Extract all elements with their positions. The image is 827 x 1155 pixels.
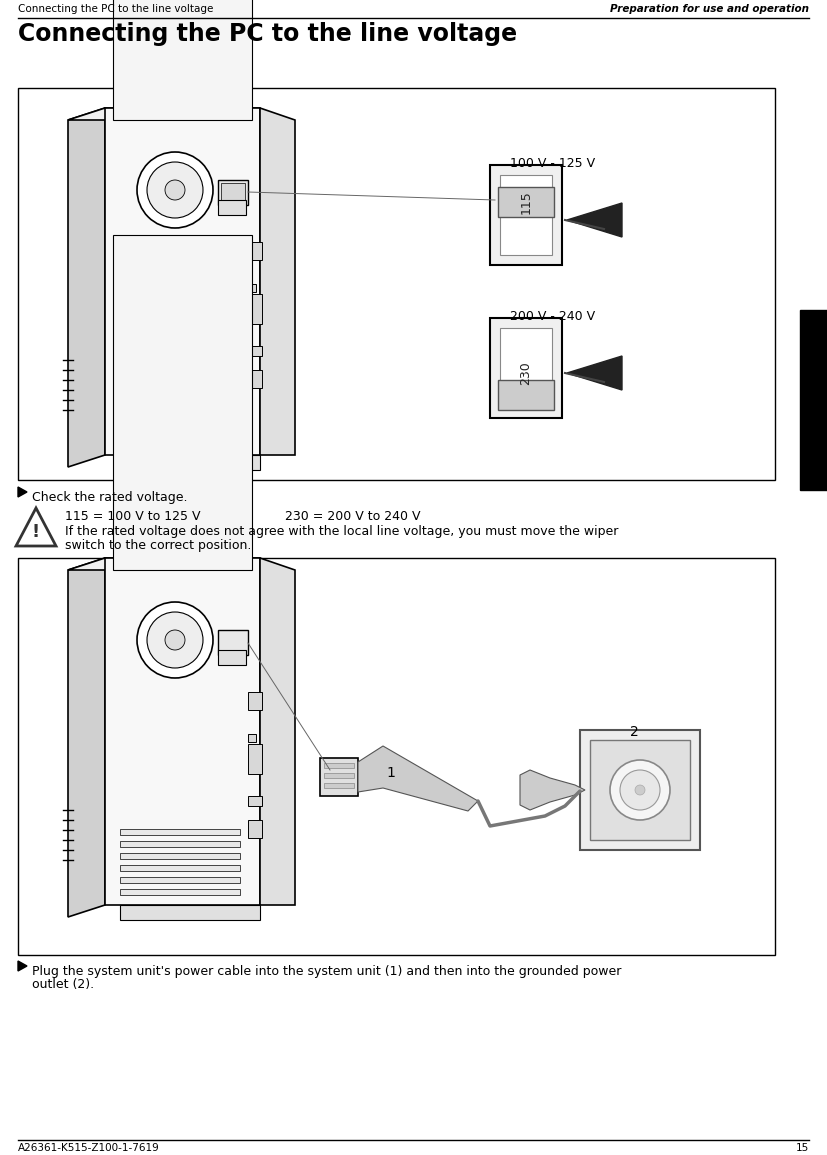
Text: 100 V - 125 V: 100 V - 125 V — [510, 157, 595, 170]
Bar — [248, 243, 262, 260]
Polygon shape — [360, 772, 383, 782]
Bar — [218, 180, 248, 204]
Bar — [248, 796, 262, 806]
Text: 230 = 200 V to 240 V: 230 = 200 V to 240 V — [285, 511, 420, 523]
Bar — [120, 427, 240, 433]
Bar — [18, 558, 775, 955]
Circle shape — [137, 602, 213, 678]
Bar — [498, 187, 554, 217]
Bar — [248, 370, 262, 388]
Bar — [113, 234, 252, 571]
Bar — [320, 758, 358, 796]
Polygon shape — [68, 109, 260, 120]
Text: 230: 230 — [519, 362, 533, 385]
Bar — [218, 629, 248, 655]
Polygon shape — [260, 109, 295, 455]
Polygon shape — [68, 109, 105, 467]
Text: 2: 2 — [630, 725, 638, 739]
Bar — [500, 176, 552, 255]
Bar — [248, 744, 262, 774]
Bar — [800, 310, 827, 490]
Text: A26361-K515-Z100-1-7619: A26361-K515-Z100-1-7619 — [18, 1143, 160, 1153]
Text: Connecting the PC to the line voltage: Connecting the PC to the line voltage — [18, 22, 517, 46]
Circle shape — [147, 612, 203, 668]
Bar — [221, 182, 245, 202]
Text: Check the rated voltage.: Check the rated voltage. — [32, 491, 188, 504]
Bar — [120, 889, 240, 895]
Bar — [18, 88, 775, 480]
Polygon shape — [520, 770, 585, 810]
Bar — [218, 200, 246, 215]
Polygon shape — [567, 203, 622, 237]
Bar — [490, 318, 562, 418]
Circle shape — [610, 760, 670, 820]
Circle shape — [165, 629, 185, 650]
Bar — [248, 733, 256, 742]
Polygon shape — [68, 558, 260, 571]
Bar — [120, 379, 240, 385]
Polygon shape — [68, 558, 105, 917]
Bar — [248, 820, 262, 839]
Circle shape — [147, 162, 203, 218]
Polygon shape — [358, 746, 478, 811]
Bar — [324, 773, 354, 778]
Text: Connecting the PC to the line voltage: Connecting the PC to the line voltage — [18, 3, 213, 14]
Polygon shape — [105, 109, 260, 455]
Bar — [218, 650, 246, 665]
Bar — [580, 730, 700, 850]
Circle shape — [137, 152, 213, 228]
Circle shape — [635, 785, 645, 795]
Text: Plug the system unit's power cable into the system unit (1) and then into the gr: Plug the system unit's power cable into … — [32, 964, 621, 978]
Bar — [120, 854, 240, 859]
Text: switch to the correct position.: switch to the correct position. — [65, 539, 251, 552]
Text: Preparation for use and operation: Preparation for use and operation — [610, 3, 809, 14]
Bar — [490, 165, 562, 264]
Polygon shape — [105, 558, 260, 906]
Bar — [324, 763, 354, 768]
Bar — [248, 295, 262, 325]
Text: 115: 115 — [519, 191, 533, 214]
Polygon shape — [120, 455, 260, 470]
Text: outlet (2).: outlet (2). — [32, 978, 94, 991]
Bar — [590, 740, 690, 840]
Text: If the rated voltage does not agree with the local line voltage, you must move t: If the rated voltage does not agree with… — [65, 526, 619, 538]
Bar — [248, 346, 262, 356]
Bar — [248, 692, 262, 710]
Bar — [120, 403, 240, 409]
Bar — [120, 829, 240, 835]
Polygon shape — [18, 487, 27, 497]
Bar — [120, 439, 240, 445]
Text: !: ! — [32, 523, 40, 541]
Polygon shape — [567, 356, 622, 390]
Text: 15: 15 — [796, 1143, 809, 1153]
Bar — [120, 415, 240, 422]
Polygon shape — [120, 906, 260, 921]
Bar — [113, 0, 252, 120]
Bar — [498, 380, 554, 410]
Bar — [120, 392, 240, 397]
Bar — [248, 284, 256, 292]
Text: 1: 1 — [386, 766, 394, 780]
Circle shape — [620, 770, 660, 810]
Circle shape — [165, 180, 185, 200]
Bar — [324, 783, 354, 788]
Text: 115 = 100 V to 125 V: 115 = 100 V to 125 V — [65, 511, 200, 523]
Polygon shape — [18, 961, 27, 971]
Text: 200 V - 240 V: 200 V - 240 V — [510, 310, 595, 323]
Bar — [120, 877, 240, 884]
Bar — [120, 865, 240, 871]
Bar — [120, 841, 240, 847]
Polygon shape — [260, 558, 295, 906]
Bar — [500, 328, 552, 408]
